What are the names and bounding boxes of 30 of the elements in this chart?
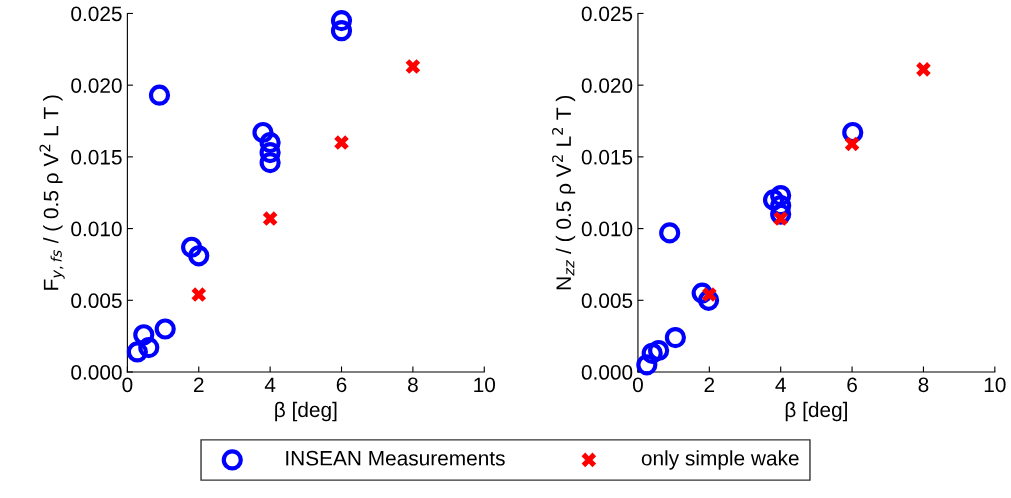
- x-tick-label: 2: [194, 377, 204, 392]
- x-tick-label: 4: [775, 377, 786, 392]
- x-tick-label: 0: [122, 377, 133, 393]
- x-tick-label: 4: [264, 377, 276, 392]
- y-tick-label: 0.015: [581, 149, 633, 165]
- y-tick-label: 0.025: [71, 6, 122, 22]
- y-tick-label: 0.020: [71, 78, 122, 93]
- y-tick-label: 0.005: [581, 293, 633, 309]
- y-tick-label: 0.020: [581, 78, 633, 93]
- legend-label: INSEAN Measurements: [286, 450, 505, 466]
- x-axis-title: β [deg]: [785, 401, 847, 422]
- y-axis-title: N$_{zz}$ / ( 0.5 ρ V$^{2}$ L$^{2}$ T ): [552, 95, 576, 290]
- x-tick-label: 10: [984, 377, 1006, 393]
- x-tick-label: 6: [336, 377, 347, 393]
- x-tick-label: 10: [474, 377, 496, 393]
- y-tick-label: 0.005: [71, 293, 122, 309]
- legend-label: only simple wake: [641, 450, 799, 470]
- y-tick-label: 0.000: [581, 365, 633, 380]
- x-tick-label: 0: [632, 377, 643, 393]
- x-tick-label: 8: [918, 377, 929, 393]
- y-tick-label: 0.025: [581, 6, 633, 22]
- y-axis-title: F$_{y,fs}$ / ( 0.5 ρ V$^{2}$ L T ): [39, 95, 65, 290]
- y-tick-label: 0.015: [71, 149, 122, 165]
- x-tick-label: 6: [847, 377, 857, 393]
- y-tick-label: 0.010: [71, 221, 122, 237]
- x-axis-title: β [deg]: [275, 401, 337, 422]
- x-tick-label: 8: [408, 377, 418, 393]
- y-tick-label: 0.000: [71, 365, 122, 380]
- y-tick-label: 0.010: [581, 221, 633, 237]
- x-tick-label: 2: [704, 377, 715, 392]
